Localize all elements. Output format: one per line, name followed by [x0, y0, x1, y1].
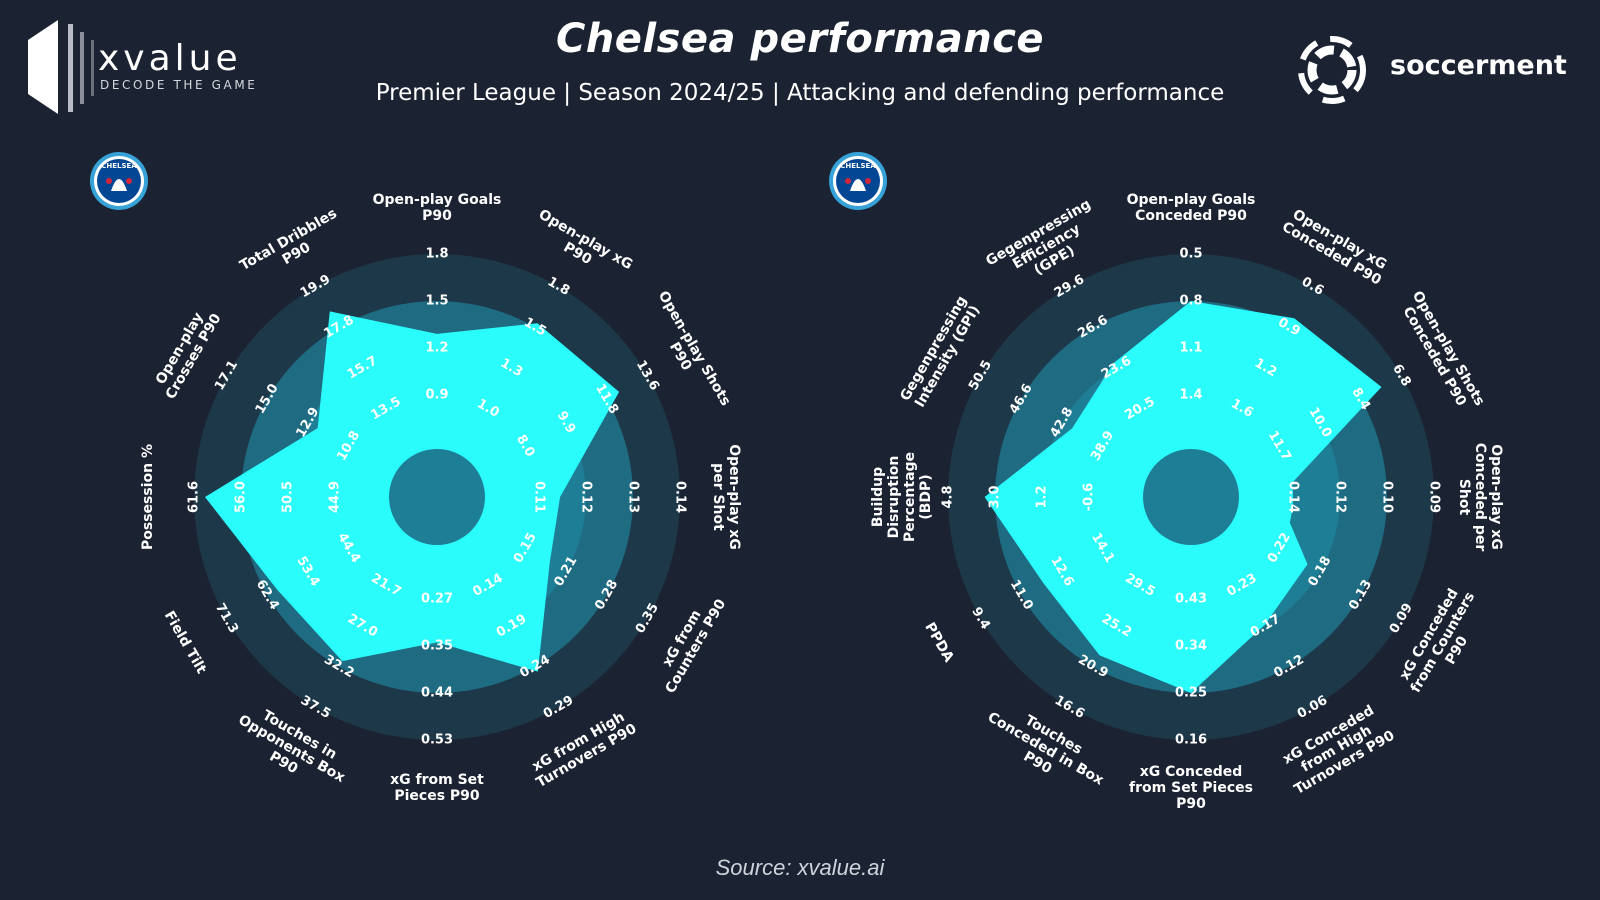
axis-label: Open-play Goals Conceded P90 [1127, 192, 1256, 224]
axis-label: Open-play xGConceded P90 [1279, 205, 1392, 289]
axis-label-line: Field Tilt [161, 608, 210, 676]
axis-label-line: P90 [1176, 796, 1206, 812]
axis-label-line: Possession % [140, 444, 156, 550]
axis-label: Open-play xGper Shot [710, 444, 742, 550]
tick-label: 0.44 [421, 686, 453, 701]
tick-label: 3.0 [988, 485, 1003, 508]
axis-label: Open-play xGConceded perShot [1456, 443, 1504, 552]
tick-label: 61.6 [187, 481, 202, 513]
tick-label: 1.4 [1179, 388, 1202, 403]
axis-label: xG Conceded from Set Pieces P90 [1129, 764, 1253, 812]
axis-label: xG from HighTurnovers P90 [526, 707, 640, 791]
tick-label: 0.43 [1175, 592, 1207, 607]
axis-label: PPDA [921, 620, 956, 665]
axis-label-line: Disruption [886, 456, 902, 539]
axis-label-line: Open-play Goals [373, 192, 502, 208]
tick-label: 0.12 [1333, 481, 1348, 513]
tick-label: 0.35 [421, 639, 453, 654]
axis-label-line: Percentage [902, 452, 918, 542]
tick-label: 0.8 [1179, 294, 1202, 309]
axis-label-line: from Set Pieces [1129, 780, 1253, 796]
tick-label: 4.8 [941, 485, 956, 508]
radar-center [389, 449, 485, 545]
tick-label: 1.8 [425, 247, 448, 262]
tick-label: -0.6 [1082, 483, 1097, 511]
badge-text: CHELSEA [840, 162, 876, 170]
axis-label: Total DribblesP90 [237, 206, 348, 288]
axis-label-line: xG from Set [390, 772, 484, 788]
radar-center [1143, 449, 1239, 545]
tick-label: 0.27 [421, 592, 453, 607]
axis-label-line: Shot [1456, 479, 1472, 516]
axis-label-line: Pieces P90 [394, 788, 480, 804]
soccerment-wordmark: soccerment [1390, 50, 1567, 81]
page-title: Chelsea performance [555, 16, 1045, 62]
axis-label-line: Conceded P90 [1135, 208, 1247, 224]
xvalue-wordmark: xvalue [98, 38, 242, 79]
tick-label: 0.53 [421, 733, 453, 748]
tick-label: 0.16 [1175, 733, 1207, 748]
axis-label-line: Buildup [870, 467, 886, 527]
axis-label-line: per Shot [710, 463, 726, 531]
tick-label: 0.9 [425, 388, 448, 403]
axis-label-line: Open-play xG [726, 444, 742, 550]
tick-label: 0.34 [1175, 639, 1207, 654]
tick-label: 0.5 [1179, 247, 1202, 262]
badge-text: CHELSEA [101, 162, 137, 170]
axis-label-line: (BDP) [918, 474, 934, 519]
tick-label: 56.0 [234, 481, 249, 513]
axis-label-line: P90 [422, 208, 452, 224]
tick-label: 0.12 [579, 481, 594, 513]
axis-label: BuildupDisruptionPercentage(BDP) [870, 452, 934, 542]
axis-label: Possession % [140, 444, 156, 550]
tick-label: 0.09 [1427, 481, 1442, 513]
source-note: Source: xvalue.ai [715, 855, 885, 880]
tick-label: 50.5 [281, 481, 296, 513]
axis-label: Field Tilt [161, 608, 210, 676]
axis-label: Open-play Goals P90 [373, 192, 502, 224]
axis-label-line: xG Conceded [1140, 764, 1243, 780]
tick-label: 1.2 [1035, 485, 1050, 508]
chelsea-badge-icon: CHELSEA [90, 152, 148, 210]
tick-label: 0.14 [1286, 481, 1301, 513]
radar-defending: 1.4 1.1 0.8 0.5 Open-play Goals Conceded P90 1… [870, 192, 1504, 812]
tick-label: 0.14 [673, 481, 688, 513]
tick-label: 1.2 [425, 341, 448, 356]
axis-label: Open-play xGP90 [528, 207, 635, 287]
axis-label-line: PPDA [921, 620, 956, 665]
chelsea-badge-icon: CHELSEA [829, 152, 887, 210]
tick-label: 0.11 [532, 481, 547, 513]
tick-label: 0.13 [626, 481, 641, 513]
xvalue-tagline: DECODE THE GAME [100, 78, 258, 92]
soccerment-logo-icon [1298, 36, 1366, 104]
page-subtitle: Premier League | Season 2024/25 | Attack… [375, 80, 1225, 106]
tick-label: 0.10 [1380, 481, 1395, 513]
tick-label: 44.9 [328, 481, 343, 513]
axis-label-line: Open-play Goals [1127, 192, 1256, 208]
axis-label: xG from Set Pieces P90 [390, 772, 484, 804]
axis-label-line: Conceded per [1472, 443, 1488, 552]
tick-label: 0.25 [1175, 686, 1207, 701]
tick-label: 1.5 [425, 294, 448, 309]
tick-label: 1.1 [1179, 341, 1202, 356]
xvalue-logo-icon [28, 20, 94, 114]
axis-label-line: Open-play xG [1488, 444, 1504, 550]
axis-label: xG fromCounters P90 [649, 588, 730, 696]
